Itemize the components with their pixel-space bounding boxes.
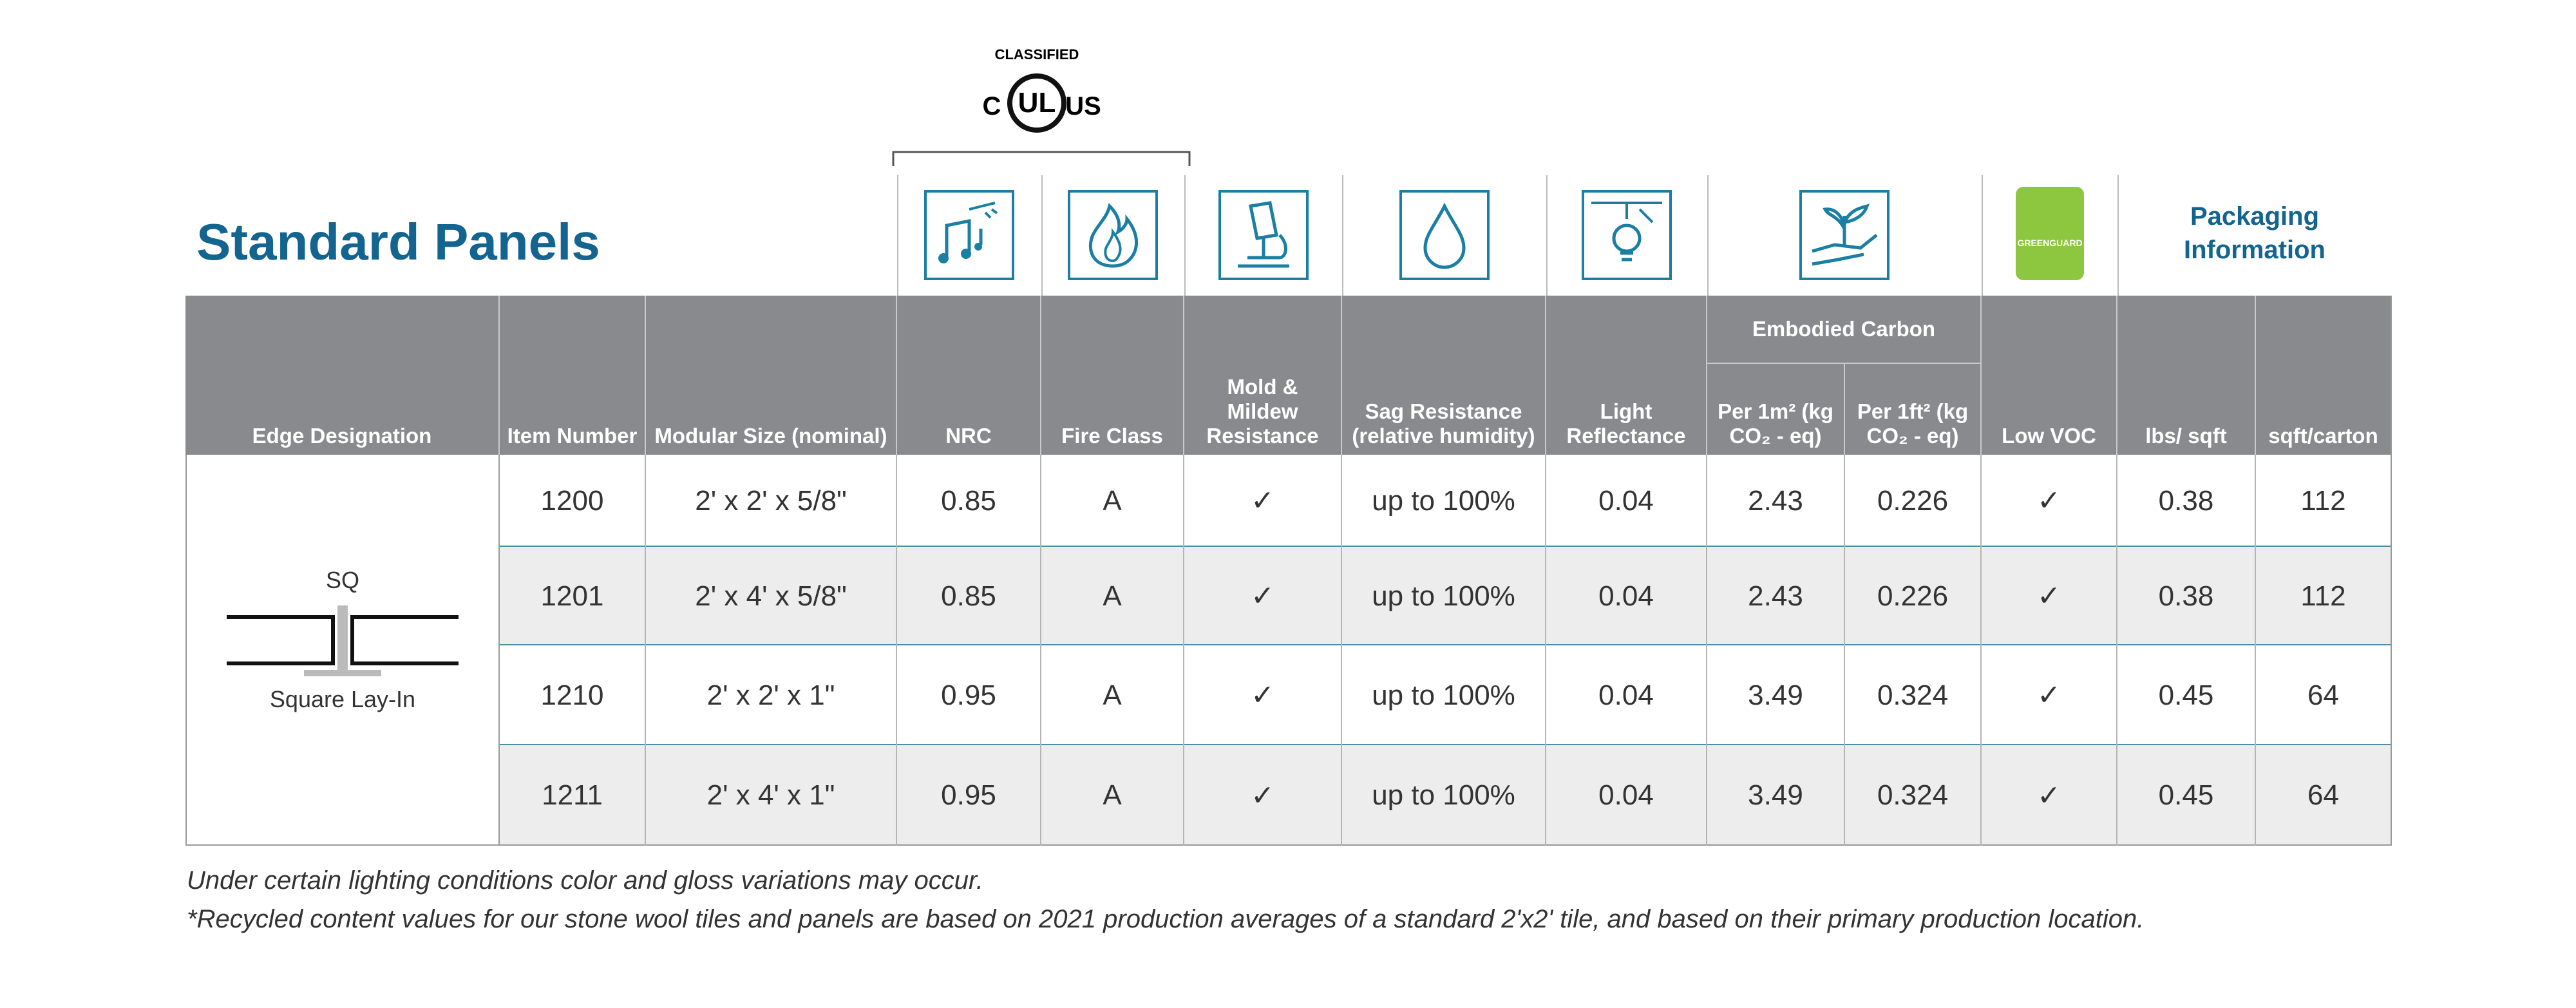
packaging-label: Packaging Information: [2184, 202, 2325, 264]
group-header: Embodied Carbon: [1707, 296, 1982, 363]
cell: 1210: [500, 645, 646, 745]
table-border: [2391, 296, 2392, 846]
cell: ✓: [1982, 547, 2117, 645]
cell: 3.49: [1707, 645, 1845, 745]
bracket: [892, 151, 1191, 166]
cell: 1211: [500, 745, 646, 846]
cell: 0.85: [897, 547, 1041, 645]
cell: 0.04: [1546, 645, 1707, 745]
separator: [897, 175, 898, 296]
cell: 0.38: [2117, 455, 2256, 547]
cell: 0.04: [1546, 547, 1707, 645]
ul-logo: UL CLASSIFIED C US: [983, 46, 1101, 133]
separator: [1707, 175, 1709, 296]
greenguard-text: GREENGUARD: [2017, 238, 2083, 248]
cell: ✓: [1982, 645, 2117, 745]
cell: 1200: [500, 455, 646, 547]
cell: up to 100%: [1342, 645, 1546, 745]
cell: 2' x 4' x 5/8": [646, 547, 897, 645]
cell: 2.43: [1707, 455, 1845, 547]
icon: [1582, 190, 1672, 280]
cell: 2' x 2' x 5/8": [646, 455, 897, 547]
cell: up to 100%: [1342, 547, 1546, 645]
cell: 0.324: [1845, 645, 1982, 745]
cell: 0.45: [2117, 645, 2256, 745]
cell: A: [1041, 547, 1184, 645]
cell: 0.04: [1546, 455, 1707, 547]
column-header: Sag Resistance (relative humidity): [1342, 296, 1546, 455]
edge-code: SQ: [325, 567, 359, 593]
column-header: Per 1m² (kg CO₂ - eq): [1707, 363, 1845, 455]
cell: A: [1041, 455, 1184, 547]
separator: [1041, 175, 1043, 296]
note: *Recycled content values for our stone w…: [187, 905, 2145, 933]
ul-text: UL: [1018, 87, 1056, 119]
column-header: Item Number: [500, 296, 646, 455]
column-header: Fire Class: [1041, 296, 1184, 455]
cell: A: [1041, 645, 1184, 745]
icon: [924, 190, 1014, 280]
separator: [1342, 175, 1343, 296]
icon: [1799, 190, 1889, 280]
cell: ✓: [1982, 455, 2117, 547]
cell: 0.38: [2117, 547, 2256, 645]
column-header: NRC: [897, 296, 1041, 455]
cell: 0.45: [2117, 745, 2256, 846]
cell: ✓: [1184, 645, 1342, 745]
icon: [1399, 190, 1490, 280]
separator: [1184, 175, 1186, 296]
edge-name: Square Lay-In: [269, 686, 416, 712]
cell: ✓: [1184, 547, 1342, 645]
cell: 0.85: [897, 455, 1041, 547]
classified-text: CLASSIFIED: [995, 46, 1079, 62]
row-bg: [500, 645, 2392, 745]
icon: [1218, 190, 1309, 280]
note: Under certain lighting conditions color …: [187, 866, 983, 895]
cell: 2' x 4' x 1": [646, 745, 897, 846]
cell: 0.226: [1845, 547, 1982, 645]
separator: [2117, 175, 2119, 296]
row-bg: [500, 547, 2392, 645]
cell: 3.49: [1707, 745, 1845, 846]
column-header: Per 1ft² (kg CO₂ - eq): [1845, 363, 1982, 455]
cell: 2' x 2' x 1": [646, 645, 897, 745]
icon: [1068, 190, 1158, 280]
column-header: Mold & Mildew Resistance: [1184, 296, 1342, 455]
cell: 64: [2256, 745, 2392, 846]
cell: 64: [2256, 645, 2392, 745]
column-header: sqft/carton: [2256, 296, 2392, 455]
row-bg: [500, 745, 2392, 846]
edge-drawing: [227, 605, 459, 676]
cell: 112: [2256, 547, 2392, 645]
title: Standard Panels: [196, 213, 600, 271]
cell: 0.95: [897, 745, 1041, 846]
column-header: Light Reflectance: [1546, 296, 1707, 455]
column-header: Low VOC: [1982, 296, 2117, 455]
cell: 0.324: [1845, 745, 1982, 846]
c-text: C: [983, 92, 1001, 120]
cell: ✓: [1184, 745, 1342, 846]
cell: ✓: [1184, 455, 1342, 547]
greenguard-badge: GREENGUARD: [2016, 187, 2084, 280]
cell: up to 100%: [1342, 455, 1546, 547]
cell: up to 100%: [1342, 745, 1546, 846]
cell: A: [1041, 745, 1184, 846]
column-header: Edge Designation: [185, 296, 500, 455]
cell: 2.43: [1707, 547, 1845, 645]
column-header: lbs/ sqft: [2117, 296, 2256, 455]
separator: [1982, 175, 1983, 296]
cell: 1201: [500, 547, 646, 645]
cell: 0.04: [1546, 745, 1707, 846]
cell: 112: [2256, 455, 2392, 547]
cell: ✓: [1982, 745, 2117, 846]
column-header: Modular Size (nominal): [646, 296, 897, 455]
cell: 0.226: [1845, 455, 1982, 547]
separator: [1546, 175, 1548, 296]
row-bg: [500, 455, 2392, 547]
us-text: US: [1065, 92, 1101, 120]
cell: 0.95: [897, 645, 1041, 745]
